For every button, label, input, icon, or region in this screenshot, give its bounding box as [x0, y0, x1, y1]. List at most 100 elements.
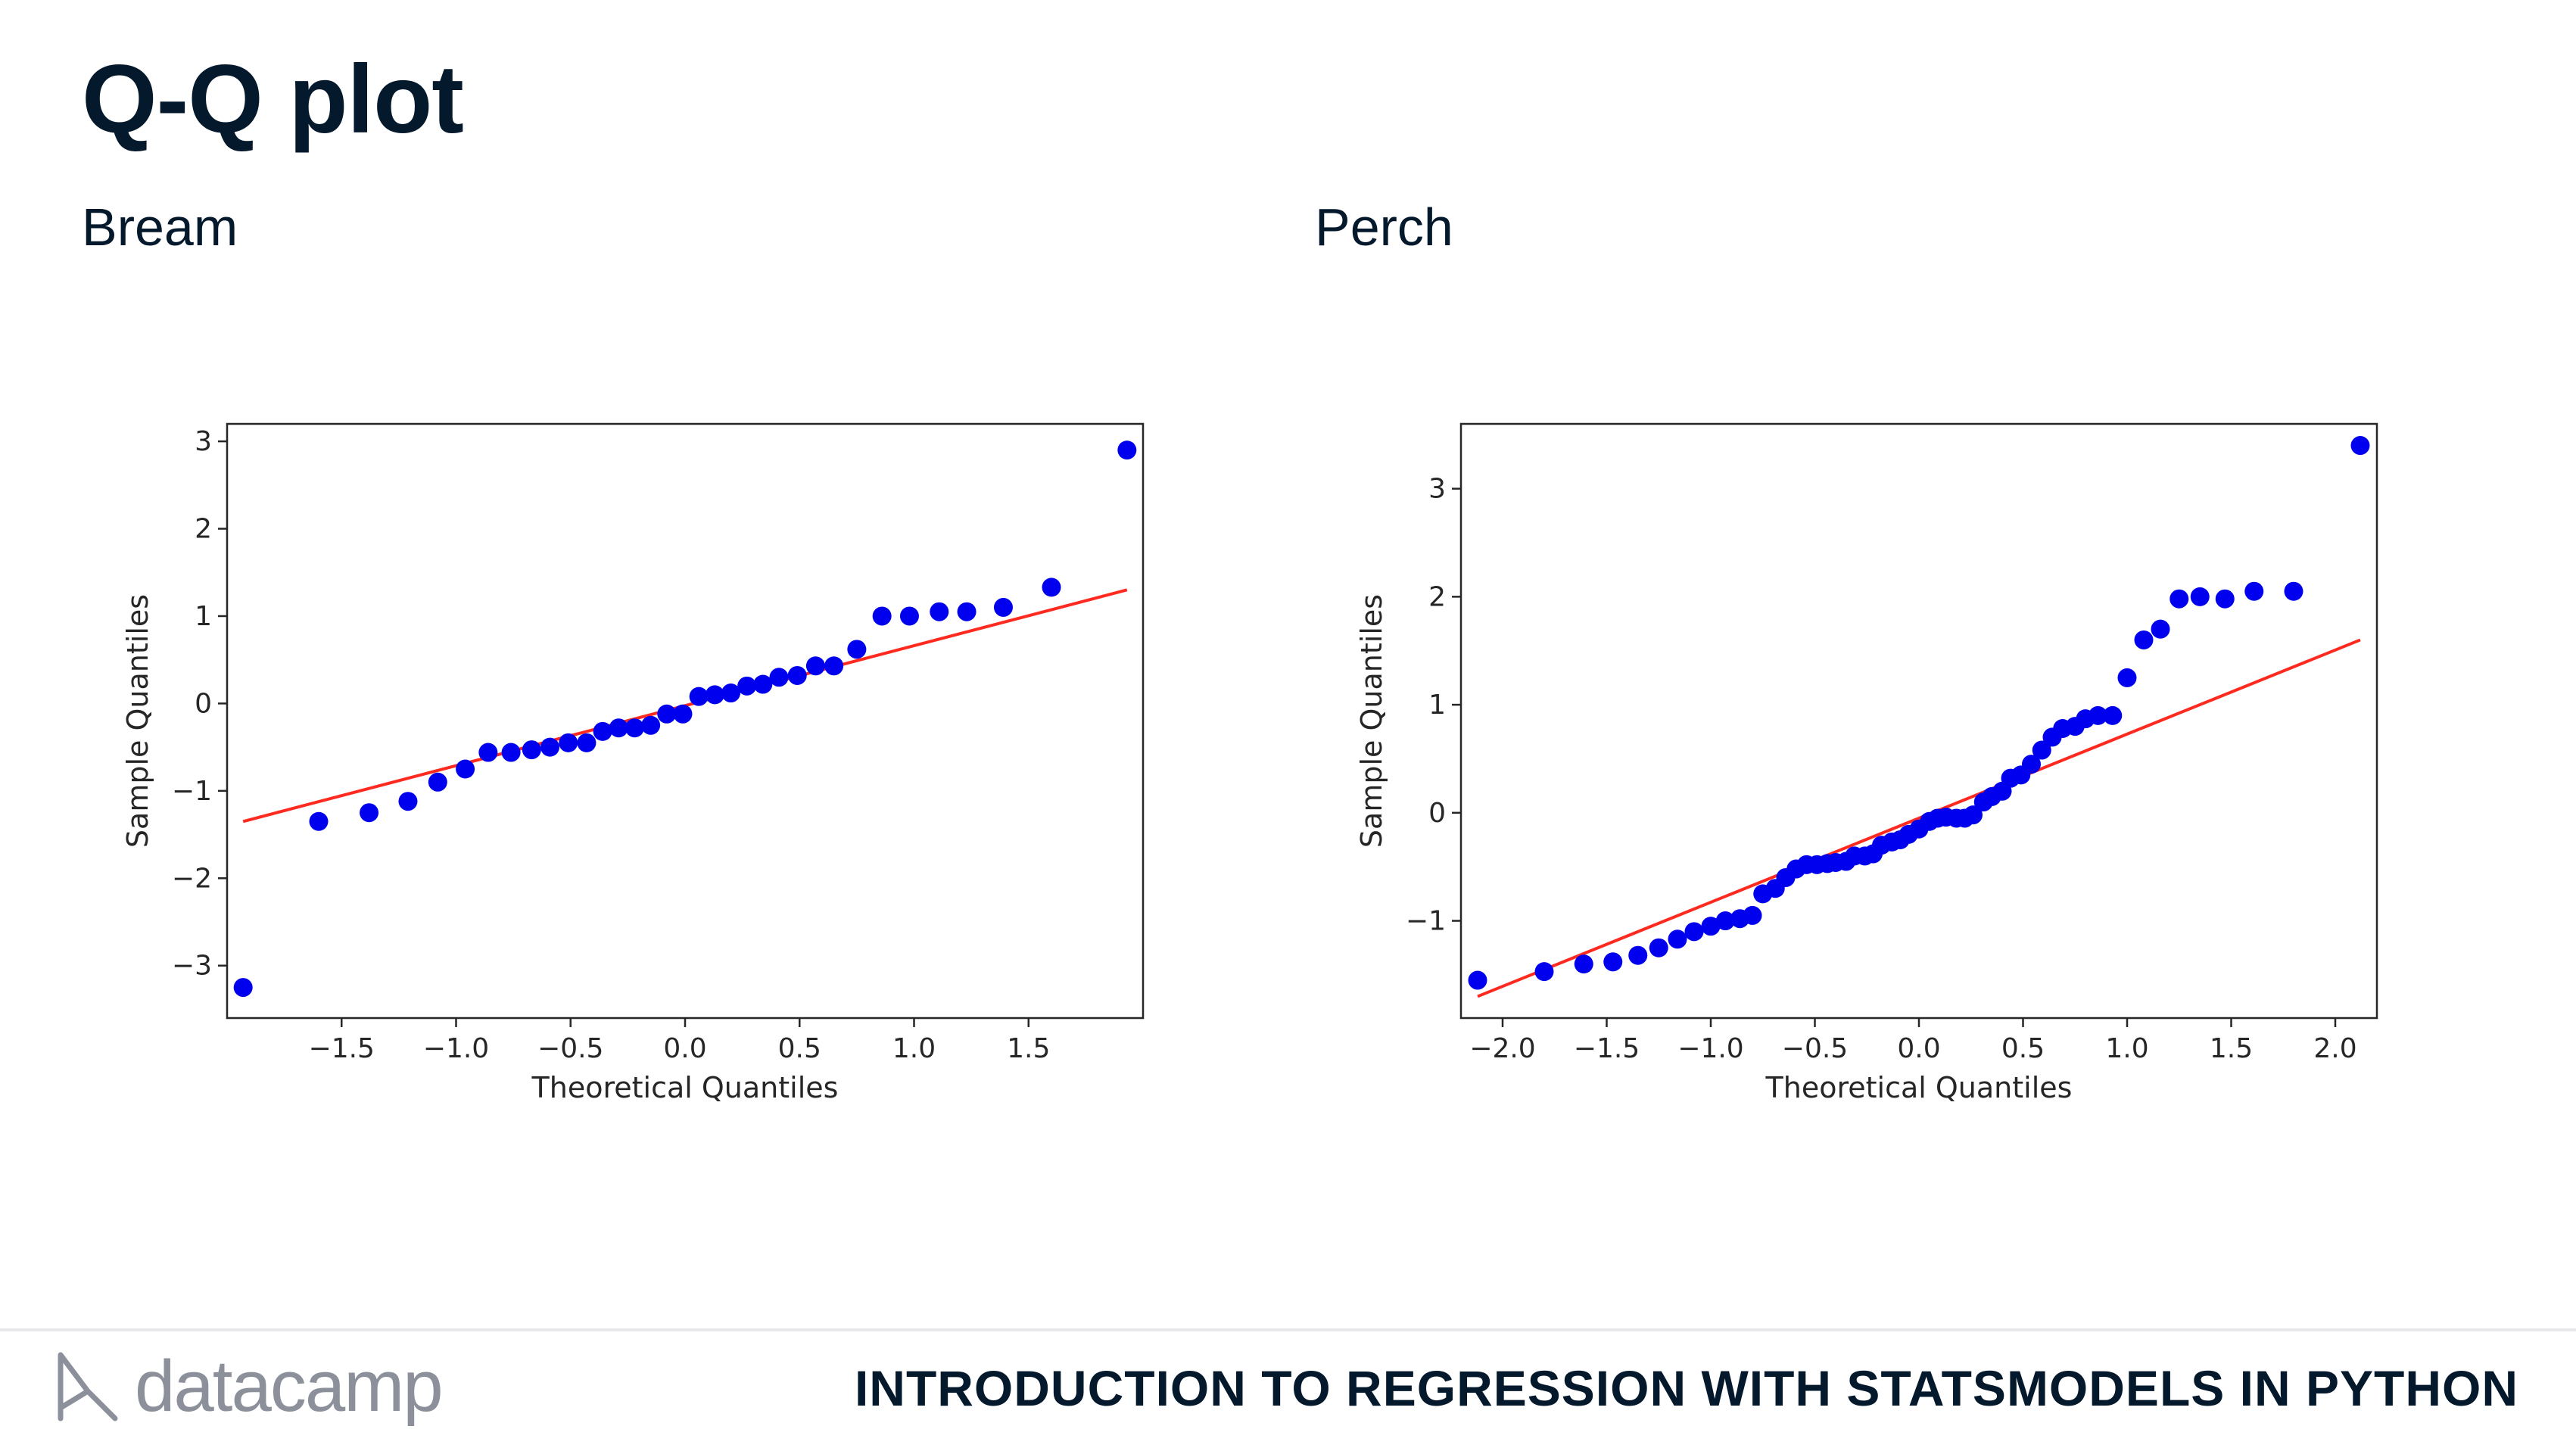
x-tick-label: −1.5 [309, 1033, 375, 1064]
data-point [1684, 922, 1704, 942]
data-point [428, 772, 447, 792]
data-point [540, 737, 560, 757]
x-tick-label: 2.0 [2313, 1033, 2356, 1064]
panel-label-bream: Bream [82, 198, 238, 257]
data-point [1628, 945, 1648, 965]
data-point [1574, 954, 1593, 974]
data-point [2134, 630, 2154, 649]
data-point [1603, 952, 1623, 972]
x-tick-label: −1.0 [423, 1033, 489, 1064]
data-point [673, 704, 693, 724]
x-axis-label: Theoretical Quantiles [531, 1071, 839, 1104]
x-axis-label: Theoretical Quantiles [1765, 1071, 2073, 1104]
data-point [899, 606, 919, 626]
data-point [2022, 755, 2041, 774]
data-point [593, 721, 612, 741]
reference-line [1477, 638, 2361, 998]
data-point [1668, 929, 1687, 949]
datacamp-logo-icon [58, 1352, 118, 1421]
data-point [456, 759, 475, 779]
x-tick-label: −1.5 [1574, 1033, 1640, 1064]
data-point [233, 978, 253, 998]
x-tick-label: 1.5 [1007, 1033, 1050, 1064]
course-title: INTRODUCTION TO REGRESSION WITH STATSMOD… [854, 1360, 2518, 1416]
perch-qq-plot: −2.0 −1.5 −1.0 −0.5 0.0 0.5 1.0 1.5 2.0 −1 0 1 2 3 The… [1355, 422, 2378, 1104]
data-point [577, 733, 596, 752]
x-tick-label: 1.0 [892, 1033, 936, 1064]
y-tick-label: −2 [172, 863, 212, 894]
data-point [2170, 589, 2189, 609]
data-point [2117, 668, 2137, 687]
footer-divider [0, 1328, 2576, 1331]
data-point [2032, 740, 2051, 760]
y-tick-label: 2 [195, 514, 212, 545]
y-tick-label: 3 [195, 426, 212, 457]
brand-name: datacamp [135, 1346, 444, 1427]
y-axis-label: Sample Quantiles [121, 594, 154, 848]
data-point [657, 704, 677, 724]
y-tick-label: −1 [172, 776, 212, 807]
data-point [930, 602, 949, 621]
data-point [2089, 705, 2107, 725]
slide-title: Q-Q plot [82, 45, 464, 154]
data-point [1649, 938, 1668, 957]
y-tick-label: 0 [195, 688, 212, 719]
brand: datacamp [55, 1346, 444, 1427]
y-tick-label: −3 [172, 951, 212, 982]
y-tick-label: 1 [1428, 690, 1446, 721]
data-point [1715, 911, 1735, 931]
x-tick-label: 0.0 [1897, 1033, 1940, 1064]
x-tick-label: 0.0 [663, 1033, 706, 1064]
data-point [957, 602, 977, 621]
x-tick-label: −2.0 [1469, 1033, 1535, 1064]
x-tick-label: 1.5 [2210, 1033, 2253, 1064]
y-tick-label: 3 [1428, 474, 1446, 505]
x-tick-label: −0.5 [537, 1033, 603, 1064]
data-point [753, 674, 773, 694]
x-tick-label: 0.5 [778, 1033, 821, 1064]
data-point [993, 597, 1013, 617]
data-point [721, 683, 740, 703]
data-point [1042, 578, 1061, 597]
bream-qq-plot: −1.5 −1.0 −0.5 0.0 0.5 1.0 1.5 −3 −2 −1 0 1 2 3 Theore… [121, 422, 1145, 1104]
data-point [787, 665, 807, 685]
x-tick-label: −0.5 [1782, 1033, 1848, 1064]
data-point [1117, 441, 1137, 460]
panel-label-perch: Perch [1315, 198, 1453, 257]
data-point [2244, 581, 2264, 601]
y-tick-label: 1 [195, 601, 212, 632]
data-point [478, 743, 498, 762]
data-point [360, 803, 379, 823]
data-point [1701, 917, 1721, 936]
data-point [769, 668, 789, 687]
data-point [2190, 587, 2210, 606]
data-point [1743, 905, 1762, 925]
x-tick-label: 0.5 [2001, 1033, 2045, 1064]
y-tick-label: 0 [1428, 798, 1446, 829]
data-point [2284, 581, 2303, 601]
data-point [559, 733, 578, 752]
data-point [824, 656, 844, 676]
data-point [309, 811, 329, 831]
plot-frame [1459, 422, 2378, 1020]
data-point [625, 718, 644, 738]
data-point [2103, 705, 2123, 725]
data-point [689, 687, 709, 706]
data-point [398, 792, 418, 811]
data-point [641, 715, 661, 735]
y-tick-label: −1 [1406, 906, 1446, 937]
data-point [705, 685, 724, 705]
x-tick-label: −1.0 [1677, 1033, 1743, 1064]
data-point [522, 740, 541, 760]
data-point [805, 656, 825, 676]
data-point [1468, 970, 1487, 990]
data-point [1534, 962, 1554, 982]
data-point [1964, 805, 1983, 825]
data-point [501, 743, 521, 762]
data-point [847, 640, 867, 659]
data-point [2215, 589, 2235, 609]
data-point [872, 606, 892, 626]
data-point [609, 718, 628, 738]
data-point [2151, 619, 2170, 639]
data-point [2350, 436, 2370, 456]
